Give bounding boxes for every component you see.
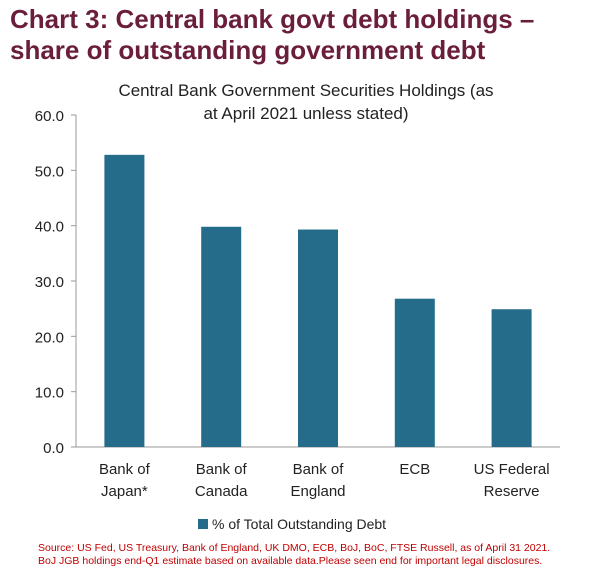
x-tick-label: Bank of	[99, 461, 151, 478]
chart-title-line: at April 2021 unless stated)	[203, 104, 408, 123]
heading-line-2: share of outstanding government debt	[10, 35, 486, 65]
y-tick-label: 60.0	[35, 108, 64, 125]
chart-heading: Chart 3: Central bank govt debt holdings…	[10, 4, 585, 66]
y-tick-label: 50.0	[35, 163, 64, 180]
bar	[298, 229, 338, 447]
source-line-1: Source: US Fed, US Treasury, Bank of Eng…	[38, 542, 551, 554]
chart-title-line: Central Bank Government Securities Holdi…	[118, 81, 493, 100]
bar	[394, 298, 435, 447]
x-tick-label: US Federal	[474, 461, 550, 478]
bar	[491, 309, 532, 447]
x-tick-label: Reserve	[484, 483, 540, 500]
legend-swatch	[198, 519, 208, 529]
x-tick-label: Bank of	[196, 461, 248, 478]
y-tick-label: 10.0	[35, 385, 64, 402]
y-tick-label: 20.0	[35, 329, 64, 346]
y-tick-label: 0.0	[43, 440, 64, 457]
x-tick-label: Canada	[195, 483, 248, 500]
heading-line-1: Chart 3: Central bank govt debt holdings…	[10, 4, 535, 34]
x-tick-label: Bank of	[293, 461, 345, 478]
y-tick-label: 30.0	[35, 274, 64, 291]
x-tick-label: England	[290, 483, 345, 500]
bar	[104, 154, 145, 447]
y-tick-label: 40.0	[35, 219, 64, 236]
source-note: Source: US Fed, US Treasury, Bank of Eng…	[38, 542, 583, 568]
bar	[201, 226, 242, 447]
x-tick-label: ECB	[399, 461, 430, 478]
legend-label: % of Total Outstanding Debt	[212, 516, 386, 532]
x-tick-label: Japan*	[101, 483, 148, 500]
source-line-2: BoJ JGB holdings end-Q1 estimate based o…	[38, 555, 543, 567]
